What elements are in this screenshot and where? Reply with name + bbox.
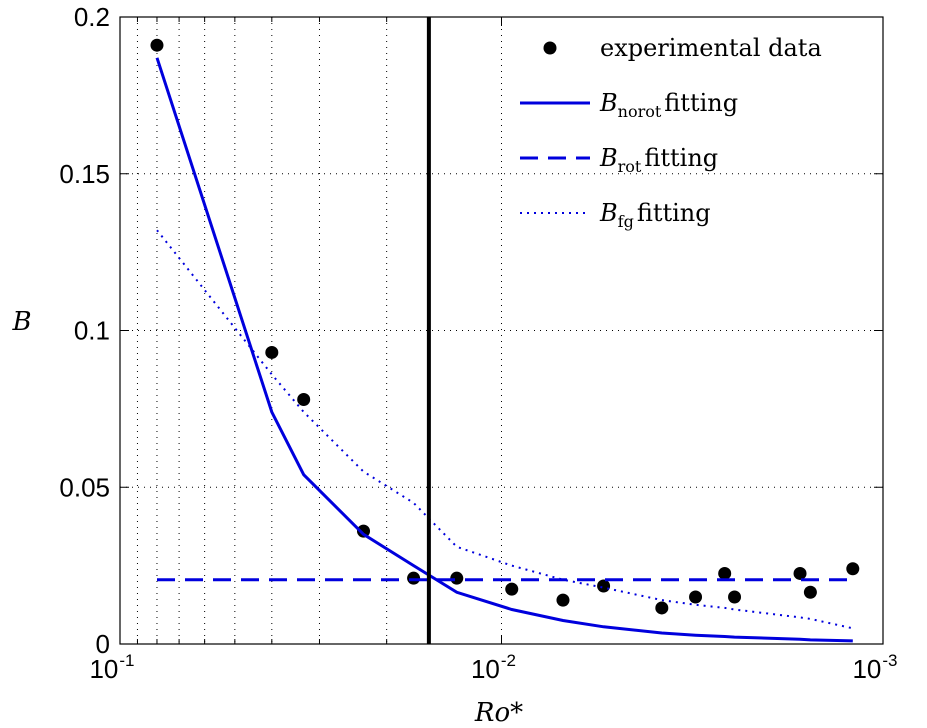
- legend-entry: experimental data: [543, 34, 822, 62]
- data-point: [718, 566, 732, 580]
- legend-label: experimental data: [600, 34, 822, 62]
- grid-lines: [120, 17, 883, 644]
- data-point: [556, 593, 570, 607]
- legend-label: Bnorot fitting: [599, 89, 738, 121]
- data-point: [689, 590, 703, 604]
- x-tick-label: 10-1: [89, 651, 134, 684]
- x-tick-label: 10-3: [852, 651, 897, 684]
- data-point: [407, 571, 421, 585]
- legend-entry: Bfg fitting: [520, 199, 711, 231]
- series-line-norot: [155, 57, 853, 643]
- data-point: [803, 585, 817, 599]
- data-point: [150, 38, 164, 52]
- legend-entry: Bnorot fitting: [520, 89, 738, 121]
- legend: experimental data Bnorot fitting Brot fittin…: [520, 34, 822, 231]
- data-point: [728, 590, 742, 604]
- y-tick-label: 0.15: [59, 159, 110, 189]
- data-point: [505, 582, 519, 596]
- data-point: [297, 392, 311, 406]
- legend-label: Brot fitting: [599, 144, 718, 176]
- data-point: [655, 601, 669, 615]
- y-tick-label: 0.05: [59, 472, 110, 502]
- legend-marker: [543, 41, 557, 55]
- series-layer: [150, 38, 860, 643]
- legend-label: Bfg fitting: [599, 199, 711, 231]
- x-tick-label: 10-2: [471, 651, 516, 684]
- data-point: [450, 571, 464, 585]
- axis-ticks: 0 0.05 0.1 0.15 0.2 10-1 10-2 10-3: [59, 2, 897, 684]
- data-point: [793, 566, 807, 580]
- data-point: [357, 524, 371, 538]
- data-point: [265, 345, 279, 359]
- data-point: [597, 579, 611, 593]
- x-axis-label: Ro*: [474, 698, 523, 728]
- series-line-fg: [156, 229, 854, 630]
- legend-entry: Brot fitting: [520, 144, 718, 176]
- y-axis-label: B: [11, 307, 31, 337]
- y-tick-label: 0: [96, 629, 110, 659]
- data-point: [846, 562, 860, 576]
- y-tick-label: 0.1: [74, 316, 110, 346]
- y-tick-label: 0.2: [74, 2, 110, 32]
